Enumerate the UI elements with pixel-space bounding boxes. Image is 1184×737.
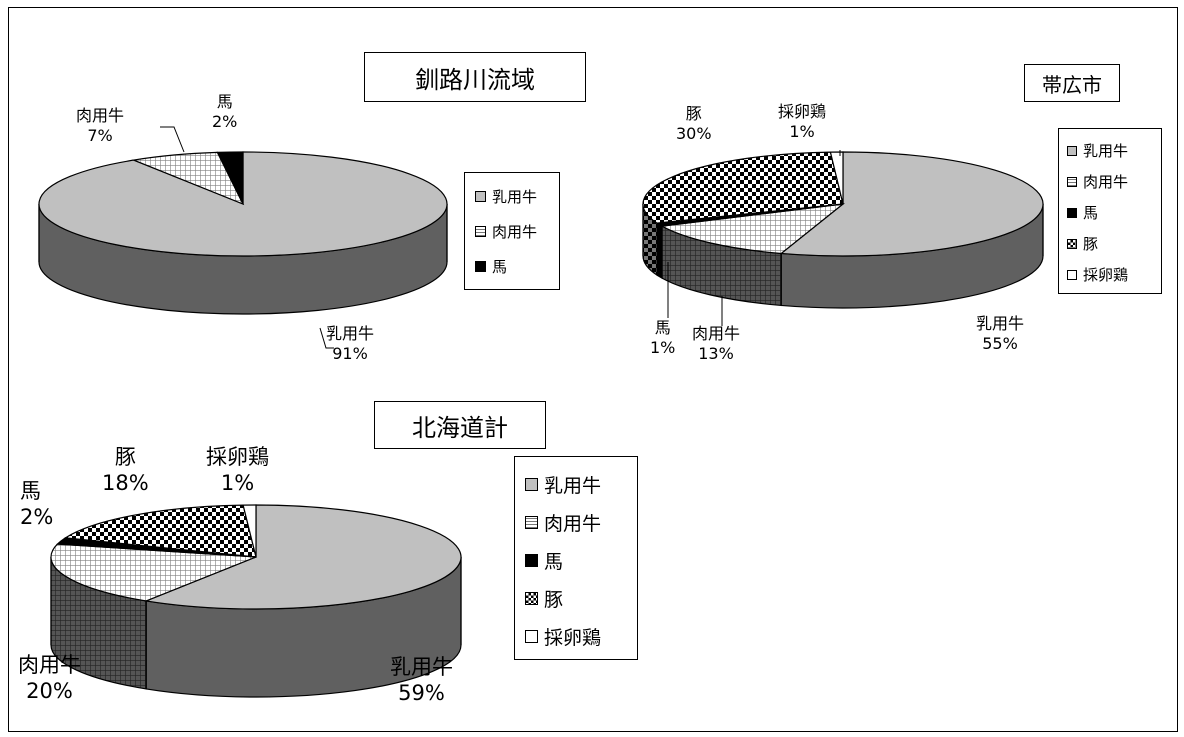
legend-label: 採卵鶏 [1083, 266, 1129, 284]
pie-slice-採卵鶏 [242, 504, 257, 558]
legend-item: 乳用牛 [475, 179, 559, 214]
data-label-pct: 1% [650, 338, 676, 357]
data-label-name: 馬 [20, 479, 41, 503]
chart-title-obihiro: 帯広市 [1024, 64, 1120, 102]
legend-label: 肉用牛 [1083, 173, 1129, 191]
legend-label: 採卵鶏 [544, 626, 602, 649]
legend-label: 馬 [1083, 204, 1099, 222]
pie-slice-乳用牛 [779, 151, 1044, 257]
data-label-name: 肉用牛 [76, 106, 125, 125]
legend-swatch [525, 515, 538, 529]
data-label-name: 乳用牛 [326, 324, 375, 343]
data-label: 乳用牛 59% [390, 654, 453, 707]
data-label-name: 肉用牛 [18, 653, 81, 677]
data-label-pct: 91% [332, 344, 368, 363]
legend-kushiro: 乳用牛 肉用牛 馬 [464, 172, 560, 290]
legend-label: 肉用牛 [544, 512, 602, 535]
legend-label: 馬 [544, 550, 564, 573]
data-label: 馬 1% [650, 318, 675, 358]
legend-swatch [475, 261, 486, 272]
data-label: 採卵鶏 1% [206, 444, 269, 497]
data-label-name: 採卵鶏 [778, 102, 827, 121]
legend-label: 豚 [1083, 235, 1099, 253]
legend-swatch [1067, 238, 1077, 249]
data-label-name: 採卵鶏 [206, 445, 269, 469]
pie-side-馬 [656, 222, 663, 280]
pie-slice-肉用牛 [660, 203, 846, 255]
data-label-pct: 7% [87, 126, 113, 145]
legend-item: 乳用牛 [525, 465, 637, 503]
legend-item: 肉用牛 [1067, 166, 1161, 197]
data-label-name: 馬 [216, 92, 233, 111]
data-label: 採卵鶏 1% [778, 102, 826, 142]
legend-item: 馬 [525, 541, 637, 579]
pie-slice-豚 [63, 504, 257, 558]
data-label: 豚 18% [102, 444, 149, 497]
legend-label: 肉用牛 [492, 223, 538, 241]
legend-obihiro: 乳用牛 肉用牛 馬 豚 採卵鶏 [1058, 128, 1162, 294]
data-label: 乳用牛 55% [976, 314, 1024, 354]
data-label-pct: 1% [789, 122, 815, 141]
data-label: 肉用牛 20% [18, 652, 81, 705]
data-label-name: 肉用牛 [692, 324, 741, 343]
legend-item: 馬 [475, 249, 559, 284]
data-label: 馬 2% [20, 478, 53, 531]
legend-swatch [1067, 176, 1077, 187]
leader-line [160, 126, 185, 153]
data-label-pct: 20% [26, 679, 73, 704]
data-label-name: 豚 [114, 445, 136, 469]
legend-label: 乳用牛 [1083, 142, 1129, 160]
legend-item: 豚 [1067, 228, 1161, 259]
data-label-pct: 55% [982, 334, 1018, 353]
legend-item: 乳用牛 [1067, 135, 1161, 166]
legend-label: 乳用牛 [544, 474, 602, 497]
legend-swatch [475, 226, 486, 237]
legend-label: 乳用牛 [492, 188, 538, 206]
legend-label: 豚 [544, 588, 564, 611]
data-label-pct: 18% [102, 471, 149, 496]
legend-swatch [1067, 207, 1077, 218]
legend-item: 豚 [525, 579, 637, 617]
data-label-pct: 30% [676, 124, 712, 143]
legend-item: 馬 [1067, 197, 1161, 228]
data-label: 馬 2% [212, 92, 237, 132]
legend-swatch [525, 629, 538, 643]
data-label-name: 乳用牛 [390, 655, 453, 679]
data-label-pct: 13% [698, 344, 734, 363]
chart-title-hokkaido: 北海道計 [374, 401, 546, 449]
data-label-pct: 2% [212, 112, 238, 131]
data-label: 肉用牛 7% [76, 106, 124, 146]
legend-hokkaido: 乳用牛 肉用牛 馬 豚 採卵鶏 [514, 456, 638, 660]
pie-slice-採卵鶏 [829, 151, 844, 205]
legend-swatch [525, 477, 538, 491]
legend-swatch [1067, 145, 1077, 156]
legend-swatch [525, 553, 538, 567]
data-label-pct: 59% [398, 681, 445, 706]
pie-slice-豚 [642, 151, 844, 224]
legend-label: 馬 [492, 258, 508, 276]
legend-item: 採卵鶏 [1067, 259, 1161, 290]
data-label-name: 馬 [654, 318, 671, 337]
data-label-pct: 1% [220, 471, 255, 496]
legend-swatch [1067, 269, 1077, 280]
data-label-pct: 2% [20, 505, 54, 530]
data-label-name: 豚 [685, 104, 702, 123]
pie-slice-乳用牛 [143, 504, 462, 610]
leader-line [319, 327, 334, 349]
pie-slice-馬 [216, 151, 244, 205]
legend-item: 採卵鶏 [525, 617, 637, 655]
legend-swatch [525, 591, 538, 605]
chart-frame [8, 7, 1178, 732]
legend-item: 肉用牛 [525, 503, 637, 541]
legend-item: 肉用牛 [475, 214, 559, 249]
chart-title-kushiro: 釧路川流域 [364, 52, 586, 102]
data-label-name: 乳用牛 [976, 314, 1025, 333]
pie-slice-肉用牛 [50, 543, 257, 602]
legend-swatch [475, 191, 486, 202]
data-label: 乳用牛 91% [326, 324, 374, 364]
data-label: 肉用牛 13% [692, 324, 740, 364]
data-label: 豚 30% [676, 104, 712, 144]
